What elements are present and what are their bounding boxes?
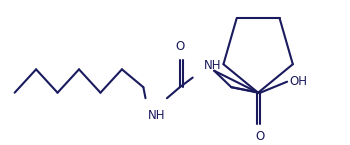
- Text: OH: OH: [289, 75, 307, 88]
- Text: NH: NH: [203, 59, 221, 72]
- Text: O: O: [256, 130, 265, 143]
- Text: O: O: [175, 40, 184, 53]
- Text: NH: NH: [147, 109, 165, 122]
